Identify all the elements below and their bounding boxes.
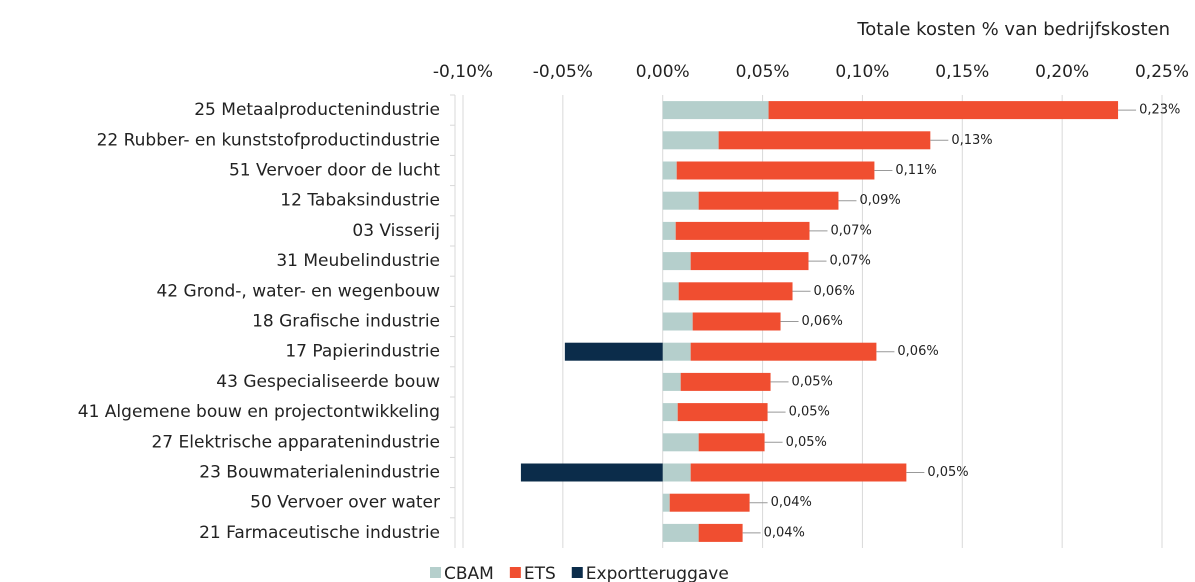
- bar-segment: [698, 191, 839, 210]
- bar-segment: [662, 131, 719, 150]
- bar-segment: [676, 161, 875, 180]
- bar-segment: [520, 463, 663, 482]
- bar-segment: [662, 403, 678, 422]
- x-tick-label: -0,05%: [533, 62, 593, 82]
- legend-label: ETS: [524, 564, 556, 582]
- x-tick-label: 0,15%: [935, 62, 989, 82]
- category-label: 22 Rubber- en kunststofproductindustrie: [97, 130, 440, 150]
- category-label: 42 Grond-, water- en wegenbouw: [156, 281, 440, 301]
- bar-segment: [662, 101, 769, 120]
- value-label: 0,06%: [814, 284, 855, 299]
- bar-segment: [662, 493, 670, 512]
- bar-segment: [662, 372, 681, 391]
- value-label: 0,06%: [897, 344, 938, 359]
- bar-segment: [662, 463, 691, 482]
- bar-segment: [677, 403, 768, 422]
- bar-segment: [690, 342, 877, 361]
- value-label: 0,05%: [789, 405, 830, 420]
- value-label: 0,11%: [895, 163, 936, 178]
- bar-segment: [662, 342, 691, 361]
- legend-label: CBAM: [444, 564, 494, 582]
- category-label: 23 Bouwmaterialenindustrie: [199, 463, 440, 483]
- bar-segment: [662, 161, 677, 180]
- bar-segment: [678, 282, 793, 301]
- bar-segment: [662, 221, 676, 240]
- bar-segment: [662, 312, 693, 331]
- x-tick-label: -0,10%: [433, 62, 493, 82]
- bar-segment: [768, 101, 1119, 120]
- value-label: 0,06%: [802, 314, 843, 329]
- legend-label: Exportteruggave: [586, 564, 729, 582]
- legend-swatch: [509, 567, 521, 578]
- legend-swatch: [430, 567, 441, 578]
- category-label: 21 Farmaceutische industrie: [199, 523, 440, 543]
- bar-segment: [690, 463, 907, 482]
- category-label: 43 Gespecialiseerde bouw: [216, 372, 440, 392]
- category-label: 12 Tabaksindustrie: [280, 191, 440, 211]
- bar-segment: [698, 433, 765, 452]
- value-label: 0,05%: [786, 435, 827, 450]
- category-label: 03 Visserij: [352, 221, 440, 241]
- value-label: 0,05%: [927, 465, 968, 480]
- value-label: 0,23%: [1139, 103, 1180, 118]
- bar-segment: [692, 312, 781, 331]
- value-label: 0,05%: [792, 374, 833, 389]
- x-tick-label: 0,10%: [835, 62, 889, 82]
- value-label: 0,13%: [951, 133, 992, 148]
- value-label: 0,07%: [830, 254, 871, 269]
- category-label: 25 Metaalproductenindustrie: [194, 100, 440, 120]
- category-label: 51 Vervoer door de lucht: [229, 161, 440, 181]
- category-label: 31 Meubelindustrie: [276, 251, 440, 271]
- bar-segment: [718, 131, 931, 150]
- x-tick-label: 0,05%: [736, 62, 790, 82]
- category-label: 27 Elektrische apparatenindustrie: [151, 432, 440, 452]
- bar-segment: [698, 523, 743, 542]
- bar-segment: [662, 252, 691, 271]
- category-label: 17 Papierindustrie: [285, 342, 440, 362]
- category-label: 50 Vervoer over water: [250, 493, 440, 513]
- value-label: 0,04%: [764, 525, 805, 540]
- bar-segment: [669, 493, 750, 512]
- category-label: 18 Grafische industrie: [252, 312, 440, 332]
- bar-segment: [680, 372, 771, 391]
- bar-segment: [662, 433, 699, 452]
- legend-swatch: [571, 567, 583, 578]
- bar-segment: [662, 523, 699, 542]
- value-label: 0,07%: [831, 223, 872, 238]
- value-label: 0,09%: [859, 193, 900, 208]
- chart-title: Totale kosten % van bedrijfskosten: [856, 19, 1170, 40]
- value-label: 0,04%: [771, 495, 812, 510]
- bar-segment: [675, 221, 810, 240]
- bar-segment: [662, 282, 679, 301]
- x-tick-label: 0,25%: [1135, 62, 1189, 82]
- bar-segment: [662, 191, 699, 210]
- category-label: 41 Algemene bouw en projectontwikkeling: [78, 402, 440, 422]
- bar-segment: [564, 342, 663, 361]
- x-tick-label: 0,20%: [1035, 62, 1089, 82]
- bar-segment: [690, 252, 809, 271]
- x-tick-label: 0,00%: [636, 62, 690, 82]
